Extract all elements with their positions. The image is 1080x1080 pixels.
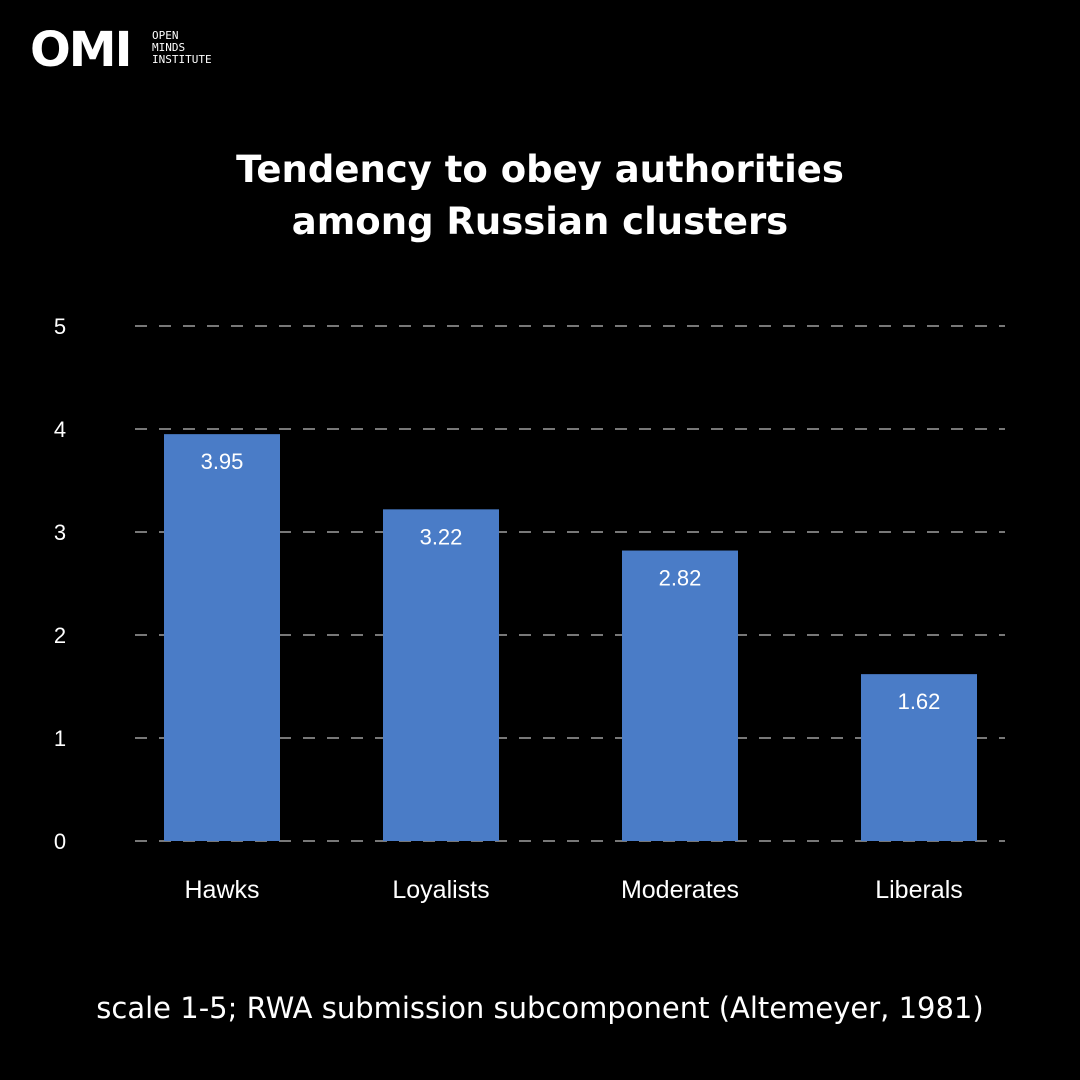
y-tick-label: 3 [54, 520, 66, 545]
data-label: 2.82 [659, 566, 702, 591]
bar-hawks [164, 434, 280, 841]
x-axis-ticks: Hawks Loyalists Moderates Liberals [184, 876, 962, 904]
x-tick-label: Loyalists [392, 876, 489, 904]
y-tick-label: 4 [54, 417, 66, 442]
y-tick-label: 1 [54, 726, 66, 751]
data-label: 3.22 [420, 524, 463, 549]
y-tick-label: 5 [54, 314, 66, 339]
bar-loyalists [383, 509, 499, 841]
data-labels: 3.95 3.22 2.82 1.62 [201, 449, 941, 714]
bar-chart: 3.95 3.22 2.82 1.62 0 1 2 3 4 5 Hawks Loyalists Mo… [54, 314, 1005, 904]
y-tick-label: 0 [54, 829, 66, 854]
bar-moderates [622, 550, 738, 841]
x-tick-label: Hawks [184, 876, 259, 904]
data-label: 3.95 [201, 449, 244, 474]
logo-subtitle: OPEN MINDS INSTITUTE [152, 29, 212, 66]
y-axis-ticks: 0 1 2 3 4 5 [54, 314, 66, 854]
chart-title: Tendency to obey authorities among Russi… [236, 148, 844, 243]
logo-mark: OMI [30, 22, 132, 78]
x-tick-label: Moderates [621, 876, 739, 904]
y-tick-label: 2 [54, 623, 66, 648]
chart-caption: scale 1-5; RWA submission subcomponent (… [96, 991, 984, 1025]
bars [164, 434, 977, 841]
bar-liberals [861, 674, 977, 841]
logo: OMI OPEN MINDS INSTITUTE [30, 26, 250, 74]
data-label: 1.62 [898, 689, 941, 714]
x-tick-label: Liberals [875, 876, 963, 904]
